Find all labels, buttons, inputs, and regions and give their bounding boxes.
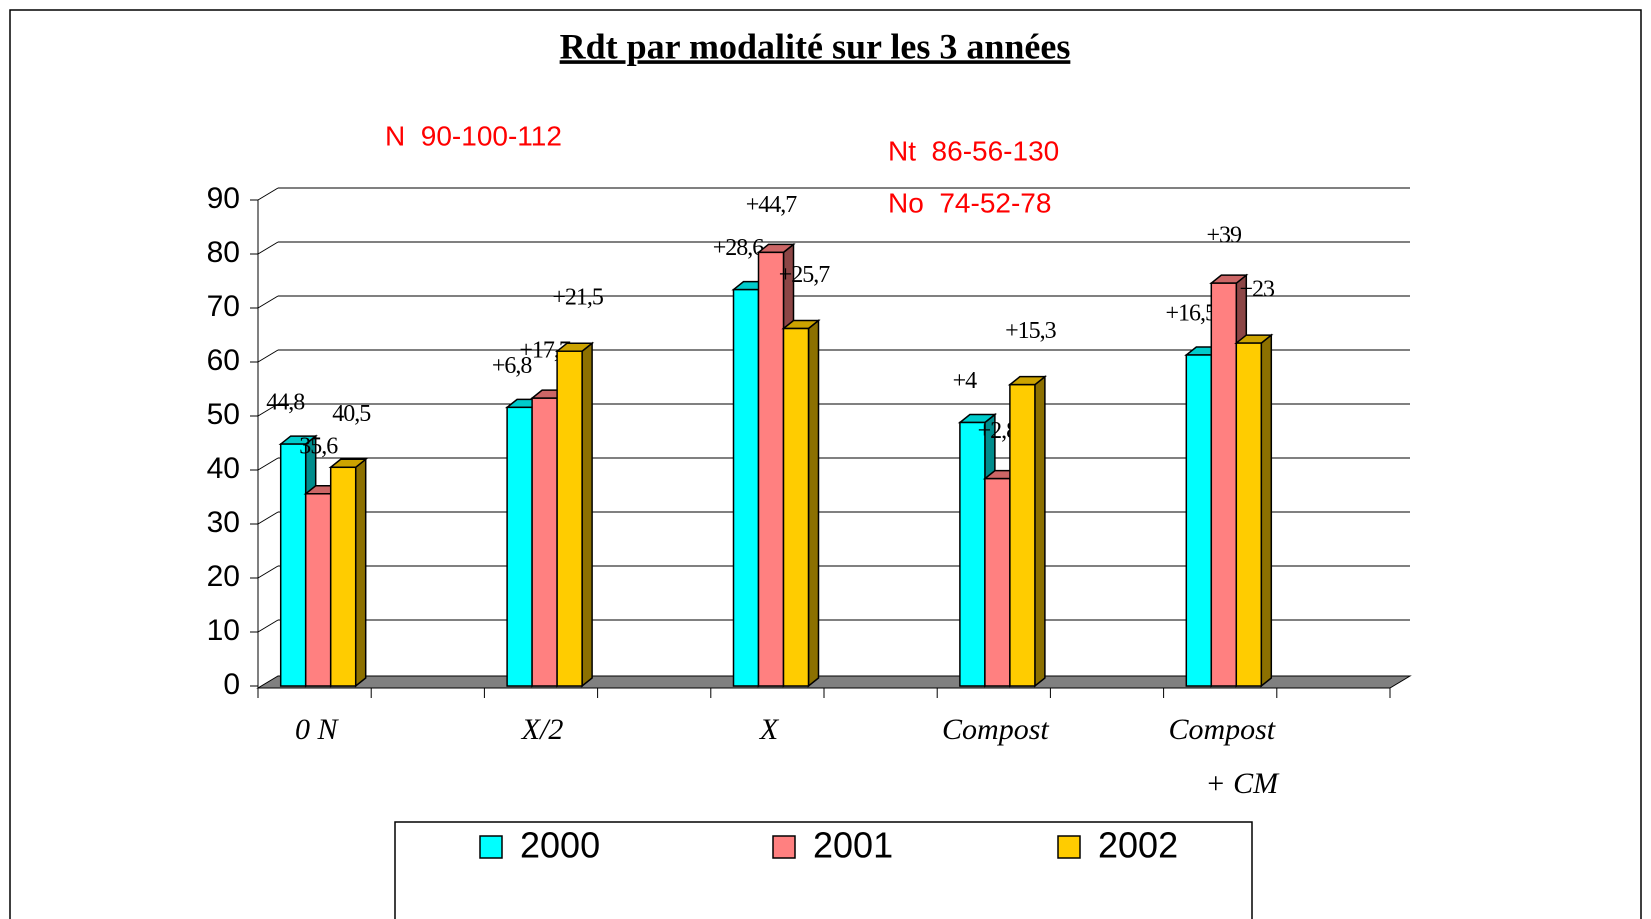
chart-frame <box>9 9 1642 919</box>
y-tick-label: 60 <box>207 344 240 377</box>
bar-front <box>732 288 760 687</box>
y-tick-label: 30 <box>207 506 240 539</box>
legend-swatch <box>772 835 796 859</box>
bar <box>1007 375 1048 688</box>
y-tick-label: 50 <box>207 398 240 431</box>
bar <box>328 457 368 688</box>
data-annotation: +44,7 <box>746 192 798 218</box>
bar-front <box>506 406 533 687</box>
data-annotation: +39 <box>1207 223 1243 249</box>
data-annotation: +4 <box>953 368 978 394</box>
bar-front <box>1185 354 1213 687</box>
legend-box <box>394 821 1253 919</box>
bar-side <box>807 318 820 688</box>
x-tick-label: 0 N <box>295 713 340 746</box>
bar-front <box>304 493 332 687</box>
bar-side <box>581 341 593 688</box>
bar-front <box>531 397 558 687</box>
legend-label: 2000 <box>520 825 600 866</box>
x-tick-label: Compost <box>1168 713 1275 746</box>
legend-label: 2002 <box>1098 825 1178 866</box>
data-annotation: +16,5 <box>1166 300 1218 326</box>
annotation: N 90-100-112 <box>385 120 562 151</box>
legend-swatch <box>1057 835 1081 859</box>
chart-title: Rdt par modalité sur les 3 années <box>560 26 1071 66</box>
bar-front <box>556 350 583 687</box>
data-annotation: +25,7 <box>779 262 831 288</box>
data-annotation: +21,5 <box>552 285 604 311</box>
grid-line-side <box>257 187 279 201</box>
data-annotation: +28,6 <box>713 235 765 261</box>
bar <box>781 318 821 688</box>
bar-side <box>1260 333 1273 688</box>
grid-line-side <box>257 565 279 579</box>
bar-front <box>959 421 986 687</box>
x-tick-label: Compost <box>942 713 1049 746</box>
y-tick-label: 10 <box>207 614 240 647</box>
grid-line-side <box>257 295 279 309</box>
data-annotation: 40,5 <box>332 401 371 427</box>
grid-line-side <box>257 403 279 417</box>
grid-line-side <box>257 241 279 255</box>
bar-side <box>354 457 367 688</box>
bar-front <box>984 477 1011 687</box>
grid-line-side <box>257 457 279 471</box>
x-tick-label: + CM <box>1205 767 1280 800</box>
y-tick-label: 70 <box>207 290 240 323</box>
bar-front <box>329 466 357 687</box>
bar-front <box>279 443 307 687</box>
bar <box>554 341 595 688</box>
legend-swatch <box>479 835 503 859</box>
bar-front <box>757 251 785 687</box>
bar-front <box>782 327 810 687</box>
y-tick-label: 40 <box>207 452 240 485</box>
data-annotation: 35,6 <box>299 433 338 459</box>
y-tick-label: 0 <box>223 668 240 701</box>
data-annotation: +15,3 <box>1005 318 1057 344</box>
bar-front <box>1009 383 1036 687</box>
data-annotation: +6,8 <box>492 353 533 379</box>
grid-line-side <box>257 619 279 633</box>
x-tick-label: X/2 <box>521 713 564 746</box>
data-annotation: 44,8 <box>266 390 305 416</box>
bar-side <box>1034 375 1046 688</box>
legend-label: 2001 <box>813 825 893 866</box>
grid-line-side <box>257 511 279 525</box>
y-tick-label: 80 <box>207 236 240 269</box>
y-tick-label: 20 <box>207 560 240 593</box>
bar-front <box>1210 282 1238 687</box>
annotation: No 74-52-78 <box>888 187 1051 218</box>
bar <box>1234 333 1274 688</box>
data-annotation: +23 <box>1240 277 1276 303</box>
annotation: Nt 86-56-130 <box>888 135 1059 166</box>
grid-line-side <box>257 349 279 363</box>
bar-front <box>1235 342 1263 687</box>
y-tick-label: 90 <box>207 182 240 215</box>
x-tick-label: X <box>759 713 780 746</box>
